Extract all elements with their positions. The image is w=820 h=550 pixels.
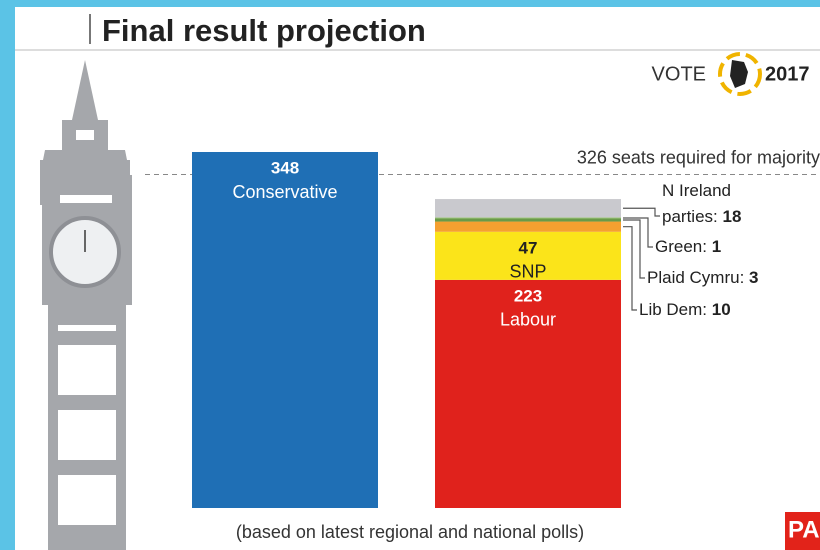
leader-line [623, 207, 660, 217]
leader-label: Green: 1 [655, 234, 815, 260]
source-box [785, 512, 820, 550]
bar-segment [192, 152, 378, 508]
value-label: 18 [722, 207, 742, 226]
series-label: N Ireland parties: [662, 181, 731, 226]
leader-line [623, 219, 645, 279]
note: (based on latest regional and national p… [236, 522, 584, 542]
bar-segment [435, 199, 621, 218]
chart-title: Final result projection [102, 13, 426, 48]
series-label: Lib Dem: [639, 300, 708, 319]
leader-line [623, 226, 637, 311]
frame: Final result projection VOTE 2017 (based… [15, 7, 820, 550]
value-label: 1 [711, 237, 722, 256]
leader-label: Lib Dem: 10 [639, 297, 799, 323]
bar-segment [435, 218, 621, 222]
source: PA [788, 516, 820, 543]
leader-line [623, 217, 653, 248]
series-label: SNP [509, 262, 546, 282]
bar-segment [435, 279, 621, 508]
value-label: 223 [514, 286, 542, 305]
series-label: Labour [500, 310, 556, 330]
majority-label: 326 seats required for majority [577, 147, 820, 167]
logo-map [730, 60, 748, 88]
logo-year: 2017 [765, 63, 810, 85]
windows [58, 130, 116, 525]
bar-segment [435, 217, 621, 219]
leader-label: Plaid Cymru: 3 [647, 265, 807, 291]
value-label: 3 [749, 268, 759, 287]
bar-segment [435, 221, 621, 232]
series-label: Plaid Cymru: [647, 268, 745, 287]
series-label: Conservative [232, 182, 337, 202]
bar-segment [435, 231, 621, 280]
value-label: 10 [711, 300, 731, 319]
logo-text: VOTE [652, 63, 706, 85]
series-label: Green: [655, 237, 707, 256]
value-label: 47 [519, 238, 538, 257]
chart: Final result projection VOTE 2017 (based… [15, 13, 820, 550]
value-label: 348 [271, 158, 299, 177]
leader-label: N Ireland parties: 18 [662, 178, 772, 230]
